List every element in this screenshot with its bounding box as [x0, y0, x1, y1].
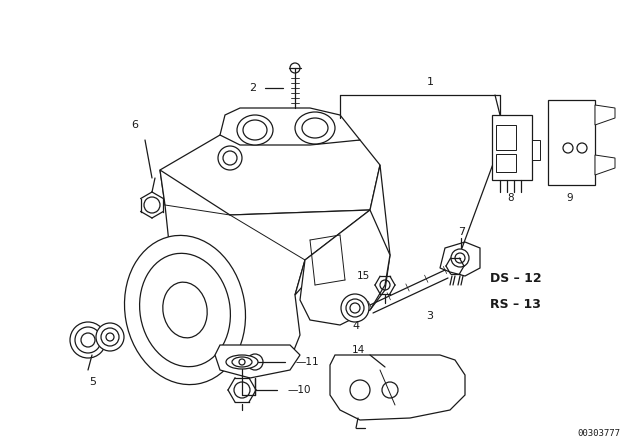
- Polygon shape: [595, 105, 615, 125]
- Ellipse shape: [295, 112, 335, 144]
- Text: 4: 4: [353, 321, 360, 331]
- Text: 7: 7: [458, 227, 465, 237]
- Text: —10: —10: [287, 385, 310, 395]
- Text: 2: 2: [250, 83, 257, 93]
- Text: 14: 14: [352, 345, 365, 355]
- Text: 8: 8: [508, 193, 515, 203]
- Text: 9: 9: [566, 193, 573, 203]
- Text: 5: 5: [90, 377, 97, 387]
- Polygon shape: [160, 135, 380, 215]
- Polygon shape: [295, 165, 390, 310]
- Polygon shape: [496, 154, 516, 172]
- Polygon shape: [595, 155, 615, 175]
- Polygon shape: [300, 210, 390, 325]
- Text: 3: 3: [426, 311, 433, 321]
- Circle shape: [96, 323, 124, 351]
- Circle shape: [70, 322, 106, 358]
- Ellipse shape: [218, 146, 242, 170]
- Ellipse shape: [125, 235, 246, 384]
- Polygon shape: [330, 355, 465, 420]
- Text: 15: 15: [356, 271, 370, 281]
- Text: 1: 1: [426, 77, 433, 87]
- Polygon shape: [215, 345, 300, 378]
- Text: RS – 13: RS – 13: [490, 297, 541, 310]
- Text: —11: —11: [295, 357, 319, 367]
- Text: 00303777: 00303777: [577, 429, 620, 438]
- Text: 6: 6: [131, 120, 138, 130]
- Polygon shape: [532, 140, 540, 160]
- Text: DS – 12: DS – 12: [490, 271, 541, 284]
- Polygon shape: [496, 125, 516, 150]
- Polygon shape: [548, 100, 595, 185]
- Circle shape: [341, 294, 369, 322]
- Polygon shape: [492, 115, 532, 180]
- Polygon shape: [220, 108, 360, 145]
- Ellipse shape: [226, 355, 258, 369]
- Polygon shape: [160, 170, 370, 370]
- Polygon shape: [440, 242, 480, 276]
- Ellipse shape: [237, 115, 273, 145]
